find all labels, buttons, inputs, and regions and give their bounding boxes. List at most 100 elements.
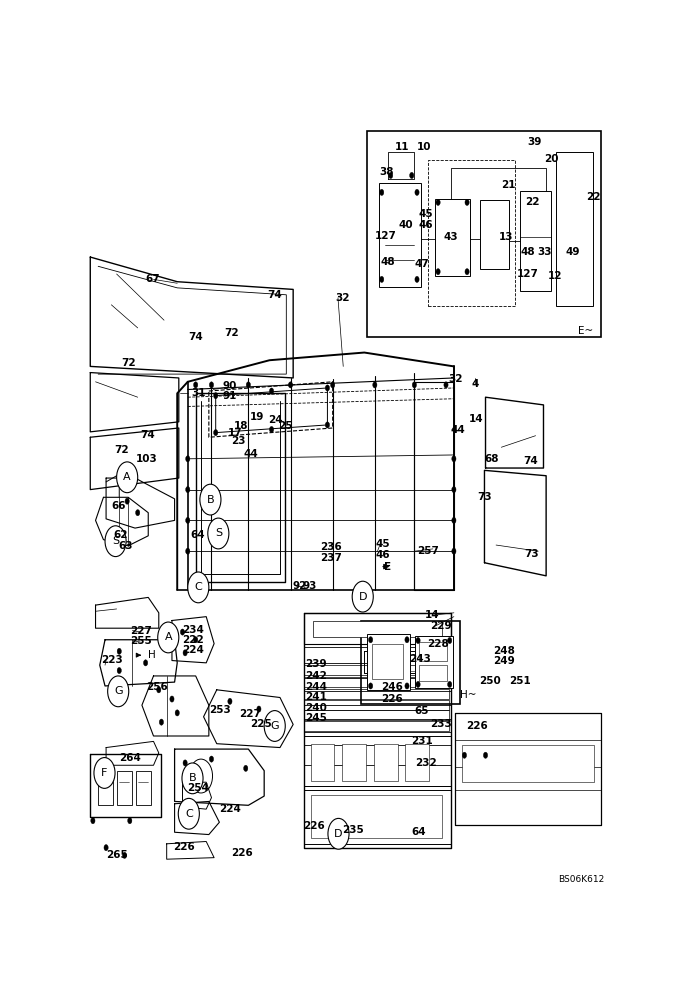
Circle shape — [405, 683, 409, 689]
Circle shape — [452, 517, 456, 523]
Circle shape — [352, 581, 373, 612]
Bar — [313, 620, 442, 637]
Text: E~: E~ — [578, 326, 593, 336]
Text: 255: 255 — [130, 636, 152, 646]
Circle shape — [416, 637, 420, 644]
Text: 127: 127 — [517, 269, 539, 279]
Circle shape — [447, 637, 452, 644]
Circle shape — [128, 818, 132, 824]
Circle shape — [186, 456, 190, 462]
Circle shape — [91, 818, 95, 824]
Text: 226: 226 — [466, 721, 488, 731]
Text: B: B — [207, 495, 214, 505]
Bar — [374, 744, 398, 781]
Circle shape — [159, 719, 163, 725]
Circle shape — [186, 517, 190, 523]
Bar — [372, 644, 403, 679]
Bar — [419, 642, 447, 661]
Text: 4: 4 — [471, 379, 479, 389]
Bar — [419, 665, 447, 681]
Circle shape — [447, 681, 452, 687]
Bar — [370, 655, 446, 671]
Circle shape — [452, 548, 456, 554]
Circle shape — [379, 189, 384, 195]
Text: 257: 257 — [417, 546, 439, 556]
Bar — [342, 744, 366, 781]
Text: 222: 222 — [182, 635, 204, 645]
Bar — [361, 620, 460, 704]
Circle shape — [178, 798, 199, 829]
Circle shape — [273, 719, 277, 725]
Circle shape — [409, 172, 414, 179]
Text: 31: 31 — [192, 388, 206, 398]
Text: 250: 250 — [479, 676, 500, 686]
Text: 265: 265 — [106, 850, 128, 860]
Circle shape — [117, 648, 121, 654]
Circle shape — [452, 456, 456, 462]
Text: 93: 93 — [303, 581, 317, 591]
Text: 223: 223 — [101, 655, 122, 665]
Text: 226: 226 — [381, 694, 403, 704]
Text: 227: 227 — [130, 626, 152, 636]
Circle shape — [325, 422, 330, 428]
Text: 44: 44 — [450, 425, 465, 435]
Text: 45: 45 — [419, 209, 433, 219]
Text: 246: 246 — [381, 682, 403, 692]
Circle shape — [183, 650, 187, 656]
Text: D: D — [335, 829, 343, 839]
Circle shape — [209, 382, 214, 388]
Circle shape — [405, 637, 409, 643]
Text: 14: 14 — [469, 414, 483, 424]
Text: 256: 256 — [146, 682, 168, 692]
Text: 24: 24 — [269, 415, 283, 425]
Circle shape — [214, 430, 218, 436]
Text: 245: 245 — [305, 713, 326, 723]
Circle shape — [436, 199, 440, 205]
Circle shape — [143, 660, 148, 666]
Bar — [117, 771, 132, 805]
Text: 90: 90 — [222, 381, 237, 391]
Text: 32: 32 — [449, 374, 463, 384]
Text: E: E — [384, 562, 391, 572]
Circle shape — [186, 487, 190, 493]
Text: 47: 47 — [414, 259, 429, 269]
Text: 224: 224 — [220, 804, 241, 814]
Circle shape — [208, 518, 229, 549]
Text: 231: 231 — [411, 736, 432, 746]
Text: BS06K612: BS06K612 — [558, 875, 604, 884]
Text: 12: 12 — [547, 271, 562, 281]
Circle shape — [105, 526, 126, 557]
Circle shape — [158, 622, 179, 653]
Text: 13: 13 — [499, 232, 513, 242]
Text: 235: 235 — [342, 825, 364, 835]
Text: 14: 14 — [425, 610, 439, 620]
Text: 251: 251 — [509, 676, 530, 686]
Text: C: C — [185, 809, 192, 819]
Circle shape — [246, 382, 250, 388]
Circle shape — [170, 696, 174, 702]
Circle shape — [117, 462, 137, 493]
Circle shape — [269, 426, 273, 433]
Circle shape — [465, 199, 469, 205]
Circle shape — [125, 498, 129, 504]
Circle shape — [175, 710, 180, 716]
Circle shape — [243, 765, 248, 771]
Bar — [462, 745, 594, 782]
Text: 20: 20 — [545, 153, 559, 163]
Circle shape — [135, 510, 140, 516]
Circle shape — [156, 687, 161, 693]
Bar — [136, 771, 151, 805]
Circle shape — [194, 382, 198, 388]
Text: 32: 32 — [335, 293, 350, 303]
Text: 39: 39 — [528, 137, 542, 147]
Text: B: B — [188, 773, 197, 783]
Text: 62: 62 — [114, 530, 128, 540]
Text: 227: 227 — [239, 709, 260, 719]
Text: 225: 225 — [250, 719, 272, 729]
Text: 239: 239 — [305, 659, 326, 669]
Text: 241: 241 — [305, 692, 326, 702]
Text: 226: 226 — [173, 842, 195, 852]
Circle shape — [462, 752, 466, 758]
Text: A: A — [123, 472, 131, 482]
Text: 40: 40 — [398, 220, 413, 230]
